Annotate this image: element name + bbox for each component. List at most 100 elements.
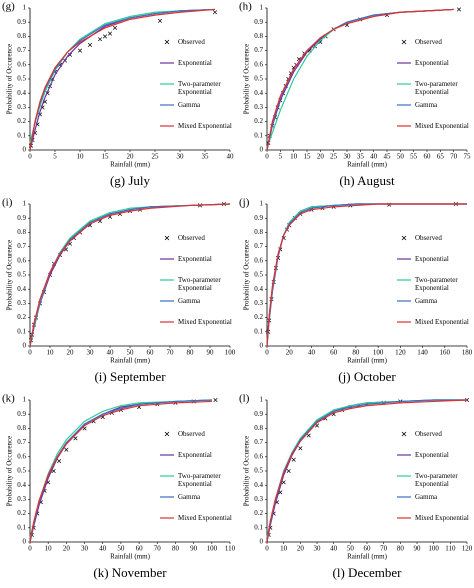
x-tick-label: 10 (290, 153, 298, 161)
cdf-line (266, 8, 454, 151)
legend-label: Exponential (415, 59, 449, 67)
x-tick-label: 10 (47, 349, 55, 357)
y-tick-label: 0.4 (254, 89, 263, 97)
legend-entry: Mixed Exponential (415, 514, 469, 522)
y-tick-label: 0.6 (17, 256, 26, 264)
legend-entry: Mixed Exponential (178, 122, 232, 130)
y-tick-label: 0.6 (17, 452, 26, 460)
legend-entry: Exponential (178, 255, 212, 263)
legend-label: Observed (415, 234, 442, 242)
observed-point (212, 10, 218, 15)
y-tick-label: 0.8 (17, 228, 26, 236)
x-tick-label: 5 (279, 153, 283, 161)
x-tick-label: 80 (172, 545, 180, 553)
x-tick-label: 80 (352, 349, 360, 357)
x-tick-label: 90 (414, 545, 422, 553)
x-tick-label: 120 (462, 545, 473, 553)
panel-label: (j) (239, 197, 250, 209)
panel-label: (i) (2, 197, 13, 209)
panel-caption: (k) November (93, 565, 167, 580)
x-tick-label: 30 (314, 545, 322, 553)
legend-entry: Two-parameter Exponential (415, 80, 458, 96)
observed-point (291, 457, 296, 462)
observed-point (64, 447, 69, 452)
y-tick-label: 0.3 (17, 299, 26, 307)
legend-label: Mixed Exponential (415, 318, 469, 326)
x-tick-label: 70 (380, 545, 388, 553)
legend-label: Two-parameter Exponential (415, 276, 458, 292)
x-tick-label: 0 (28, 545, 32, 553)
legend-label: Observed (178, 234, 205, 242)
x-tick-label: 60 (330, 349, 338, 357)
x-tick-label: 70 (167, 349, 175, 357)
cdf-line (29, 8, 216, 151)
legend-label: Two-parameter Exponential (178, 472, 221, 488)
legend-entry: Observed (178, 38, 205, 46)
y-tick-label: 0.5 (254, 271, 263, 279)
y-axis-label: Probability of Occurence (6, 240, 14, 310)
cdf-line (266, 399, 468, 543)
y-tick-label: 0.3 (17, 103, 26, 111)
x-tick-label: 20 (297, 545, 305, 553)
legend-entry: Mixed Exponential (415, 318, 469, 326)
x-tick-label: 0 (265, 349, 269, 357)
legend-label: Two-parameter Exponential (178, 80, 221, 96)
x-tick-label: 120 (395, 349, 406, 357)
x-tick-label: 70 (450, 153, 458, 161)
y-tick-label: 0.2 (17, 509, 26, 517)
y-tick-label: 1 (23, 200, 27, 208)
x-tick-label: 180 (462, 349, 473, 357)
x-tick-label: 20 (317, 153, 325, 161)
x-tick-label: 20 (67, 349, 75, 357)
y-tick-label: 0.3 (17, 495, 26, 503)
y-tick-label: 0 (260, 538, 264, 546)
x-tick-label: 100 (207, 545, 218, 553)
legend-label: Gamma (178, 493, 201, 501)
y-tick-label: 0.8 (17, 424, 26, 432)
x-tick-label: 15 (102, 153, 110, 161)
panel-label: (k) (2, 393, 15, 405)
legend-entry: Gamma (178, 493, 201, 501)
legend-entry: Exponential (415, 255, 449, 263)
observed-point (77, 48, 83, 53)
legend-label: Two-parameter Exponential (415, 472, 458, 488)
panel-caption: (h) August (339, 173, 395, 188)
legend-label: Observed (415, 38, 442, 46)
cdf-line (29, 400, 212, 543)
legend-label: Exponential (178, 255, 212, 263)
legend-label: Gamma (178, 101, 201, 109)
legend-label: Exponential (415, 451, 449, 459)
x-tick-label: 40 (330, 545, 338, 553)
legend-swatch (164, 39, 170, 45)
legend-entry: Exponential (178, 59, 212, 67)
observed-point (97, 37, 103, 42)
x-tick-label: 90 (207, 349, 215, 357)
legend-label: Two-parameter Exponential (178, 276, 221, 292)
y-tick-label: 0.6 (17, 60, 26, 68)
observed-point (213, 397, 218, 403)
x-tick-label: 35 (357, 153, 365, 161)
x-tick-label: 60 (424, 153, 432, 161)
panel-label: (l) (239, 393, 250, 405)
cdf-line (266, 203, 467, 347)
x-tick-label: 60 (147, 349, 155, 357)
x-tick-label: 40 (370, 153, 378, 161)
legend-label: Mixed Exponential (178, 318, 232, 326)
legend-label: Exponential (178, 451, 212, 459)
y-axis-label: Probability of Occurence (243, 240, 251, 310)
observed-point (157, 18, 163, 23)
legend-entry: Gamma (415, 101, 437, 109)
x-tick-label: 100 (373, 349, 384, 357)
x-tick-label: 45 (384, 153, 392, 161)
x-tick-label: 160 (440, 349, 451, 357)
y-tick-label: 0.1 (17, 327, 26, 335)
legend-label: Mixed Exponential (415, 122, 469, 130)
legend-label: Gamma (178, 297, 201, 305)
y-tick-label: 0.5 (254, 75, 263, 83)
legend-entry: Observed (415, 430, 442, 438)
y-tick-label: 0.8 (254, 228, 263, 236)
x-tick-label: 80 (187, 349, 195, 357)
y-tick-label: 0.4 (17, 89, 26, 97)
panel-caption: (l) December (333, 565, 403, 580)
